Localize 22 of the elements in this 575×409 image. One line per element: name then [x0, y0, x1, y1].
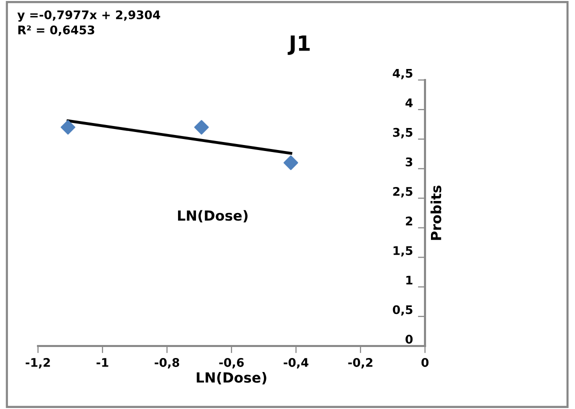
y-tick-label: 3,5 [393, 128, 412, 138]
x-tick-label: -1 [96, 358, 108, 367]
x-axis-title: LN(Dose) [196, 372, 266, 384]
x-tick-label: 0 [421, 358, 429, 367]
chart-title: J1 [288, 36, 310, 55]
y-axis-title: Probits [430, 186, 442, 240]
x-tick-label: -0,4 [284, 358, 308, 368]
text: y =-0,7977x + 2,9304 R² = 0,6453 [17, 10, 160, 36]
annotation: LN(Dose) [178, 210, 248, 222]
x-tick-label: -1,2 [26, 358, 50, 368]
x-tick-label: -0,8 [154, 358, 180, 368]
y-tick-label: 0 [406, 334, 413, 344]
x-tick-label: -0,6 [219, 358, 244, 368]
y-tick-label: 2,5 [393, 187, 412, 198]
y-tick-label: 0,5 [392, 305, 412, 316]
y-tick-label: 1 [406, 276, 412, 284]
y-tick-label: 4 [406, 98, 413, 108]
y-tick-label: 3 [406, 157, 412, 166]
y-tick-label: 1,5 [394, 246, 412, 257]
y-tick-label: 2 [406, 216, 412, 226]
y-tick-label: 4,5 [392, 68, 412, 80]
x-tick-label: -0,2 [348, 358, 372, 368]
